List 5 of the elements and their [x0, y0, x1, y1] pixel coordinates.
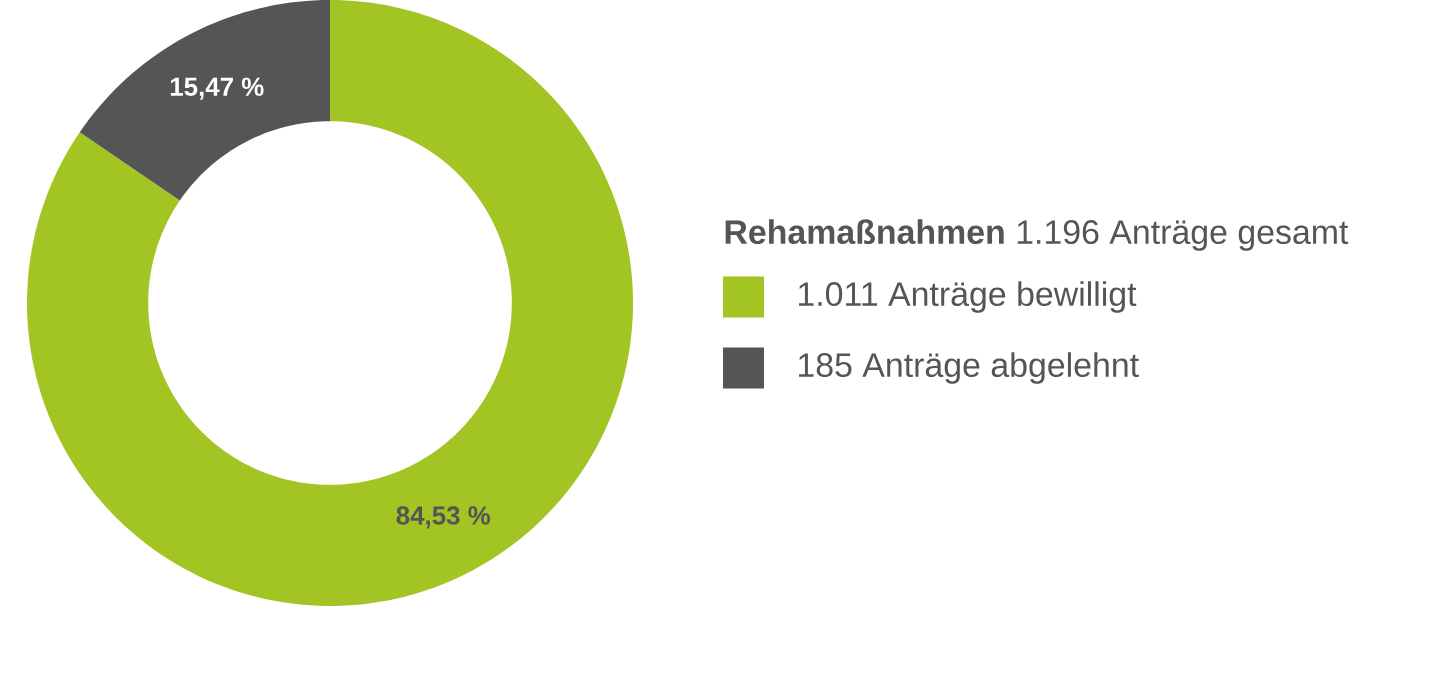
legend-label: 1.011 Anträge bewilligt	[799, 281, 1137, 313]
data-label: 84,53 %	[396, 506, 491, 529]
text: Rehamaßnahmen 1.196 Anträge gesamt	[725, 219, 1349, 251]
legend-label: 185 Anträge abgelehnt	[799, 352, 1139, 384]
data-label: 15,47 %	[170, 77, 264, 100]
